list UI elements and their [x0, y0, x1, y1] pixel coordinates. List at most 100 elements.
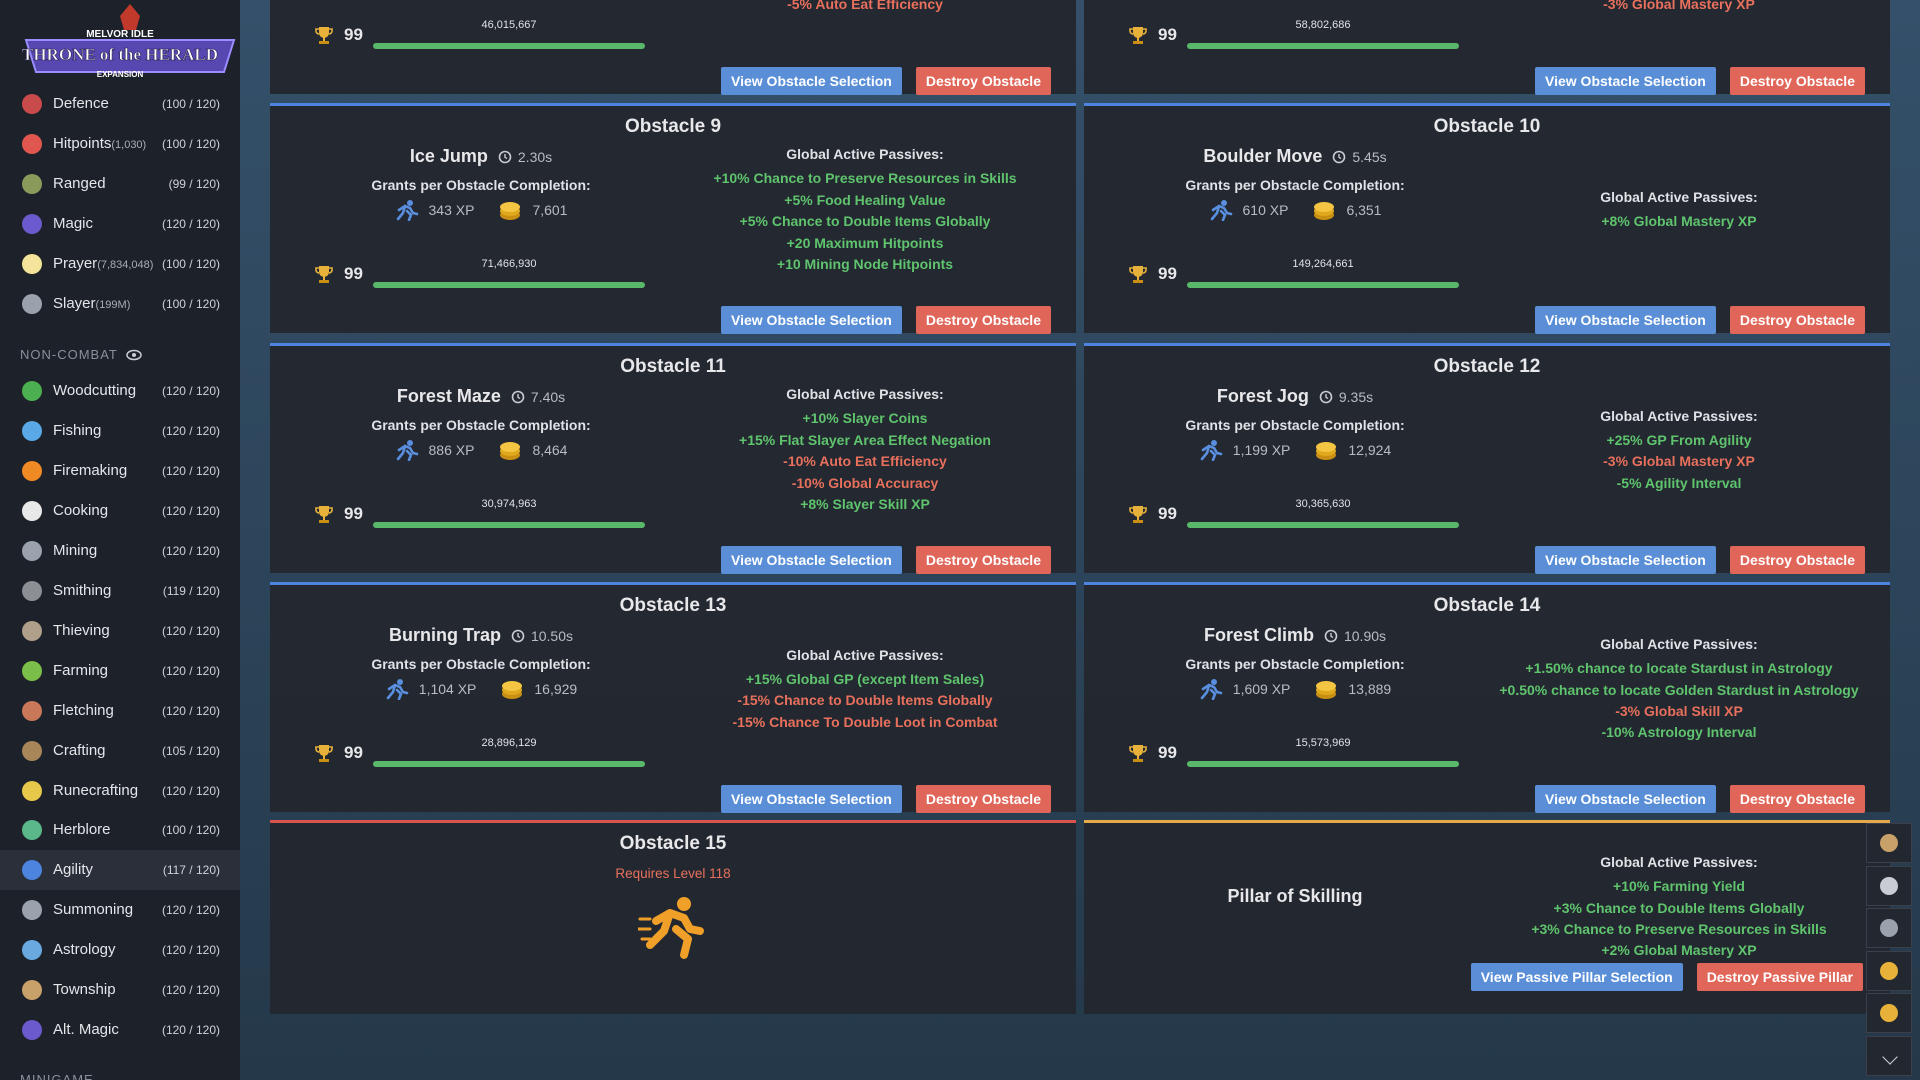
- destroy-button[interactable]: Destroy Obstacle: [915, 306, 1051, 334]
- passive: +5% Food Healing Value: [784, 191, 946, 208]
- mastery-xp: 149,264,661: [1292, 258, 1354, 270]
- destroy-button[interactable]: Destroy Obstacle: [915, 67, 1051, 95]
- side-button[interactable]: [1866, 865, 1912, 906]
- name-row: Forest Climb 10.90s: [1084, 625, 1506, 646]
- passives: Global Active Passives: +10% Chance to Pr…: [710, 136, 1020, 286]
- passives-label: Global Active Passives:: [1600, 854, 1758, 871]
- sidebar-item[interactable]: Ranged (99 / 120): [0, 164, 240, 204]
- passive: +8% Global Mastery XP: [1601, 213, 1757, 230]
- sidebar-item[interactable]: Summoning (120 / 120): [0, 890, 240, 930]
- sidebar-item[interactable]: Agility (117 / 120): [0, 850, 240, 891]
- skill-level: (120 / 120): [161, 217, 220, 231]
- passives: Global Active Passives: +10% Farming Yiel…: [1524, 843, 1834, 973]
- sidebar-item[interactable]: Astrology (120 / 120): [0, 930, 240, 970]
- passive: -10% Global Accuracy: [791, 474, 939, 491]
- grants-row: 1,199 XP 12,924: [1084, 439, 1506, 462]
- sidebar-item[interactable]: Defence (100 / 120): [0, 84, 240, 124]
- passive: +2% Global Mastery XP: [1601, 942, 1757, 959]
- destroy-button[interactable]: Destroy Obstacle: [1729, 306, 1865, 334]
- view-button[interactable]: View Obstacle Selection: [1535, 306, 1716, 334]
- obstacle-title: Obstacle 11: [620, 356, 726, 377]
- skill-name: Ranged: [53, 175, 106, 192]
- side-button[interactable]: [1866, 823, 1912, 863]
- passive: +10 Mining Node Hitpoints: [776, 256, 954, 273]
- card: Obstacle 15 Requires Level 118: [270, 820, 1076, 1014]
- skill-name: Fishing: [53, 422, 101, 439]
- sidebar-item[interactable]: Prayer(7,834,048) (100 / 120): [0, 244, 240, 284]
- clock-icon: [1324, 629, 1338, 643]
- sidebar-item[interactable]: Slayer(199M) (100 / 120): [0, 284, 240, 324]
- view-button[interactable]: View Obstacle Selection: [721, 546, 902, 574]
- clock-icon: [511, 390, 525, 404]
- destroy-button[interactable]: Destroy Obstacle: [1729, 546, 1865, 574]
- sidebar-item[interactable]: Cooking (120 / 120): [0, 491, 240, 531]
- side-button-icon: [1882, 1049, 1898, 1065]
- skill-name: Smithing: [53, 582, 111, 599]
- view-button[interactable]: View Obstacle Selection: [721, 306, 902, 334]
- skill-level: (99 / 120): [168, 177, 220, 191]
- sidebar-item[interactable]: Crafting (105 / 120): [0, 731, 240, 771]
- obstacle-title: Obstacle 9: [624, 116, 722, 137]
- sidebar-item[interactable]: Hitpoints(1,030) (100 / 120): [0, 124, 240, 164]
- buttons: View Obstacle Selection Destroy Obstacle: [721, 546, 1051, 574]
- skill-level: (100 / 120): [161, 823, 220, 838]
- grants-label: Grants per Obstacle Completion:: [1185, 177, 1405, 193]
- skill-icon: [22, 660, 42, 681]
- mastery-bar: [1187, 43, 1459, 49]
- xp-icon: [1199, 678, 1223, 701]
- sidebar-item[interactable]: Township (120 / 120): [0, 970, 240, 1010]
- gp-icon: [1314, 439, 1338, 461]
- skill-icon: [22, 780, 42, 801]
- passive-text: -3% Global Mastery XP: [1603, 0, 1755, 12]
- sidebar-item[interactable]: Firemaking (120 / 120): [0, 451, 240, 491]
- skill-name: Woodcutting: [53, 382, 136, 399]
- view-button[interactable]: View Obstacle Selection: [1535, 67, 1716, 95]
- skill-name: Hitpoints(1,030): [53, 135, 146, 152]
- destroy-button[interactable]: Destroy Obstacle: [915, 546, 1051, 574]
- card: Obstacle 10 Boulder Move 5.45s Grants per O…: [1084, 103, 1890, 334]
- sidebar-item[interactable]: Mining (120 / 120): [0, 531, 240, 571]
- passives-label: Global Active Passives:: [786, 386, 944, 403]
- sidebar-item[interactable]: Farming (120 / 120): [0, 651, 240, 691]
- mastery-level: 99: [1158, 743, 1177, 762]
- sidebar-item[interactable]: Fishing (120 / 120): [0, 411, 240, 451]
- skill-level: (120 / 120): [161, 663, 220, 678]
- sidebar-item[interactable]: Smithing (119 / 120): [0, 571, 240, 611]
- runner-icon: [636, 895, 708, 961]
- sidebar-item[interactable]: Alt. Magic (120 / 120): [0, 1010, 240, 1050]
- skill-icon: [22, 580, 42, 601]
- passive: +10% Chance to Preserve Resources in Ski…: [713, 170, 1017, 187]
- destroy-button[interactable]: Destroy Obstacle: [1729, 785, 1865, 813]
- view-button[interactable]: View Obstacle Selection: [721, 67, 902, 95]
- destroy-button[interactable]: Destroy Obstacle: [1729, 67, 1865, 95]
- side-button[interactable]: [1866, 1036, 1912, 1076]
- passives-label: Global Active Passives:: [1600, 189, 1758, 206]
- mastery-level: 99: [344, 743, 363, 762]
- sidebar-item[interactable]: Woodcutting (120 / 120): [0, 371, 240, 411]
- view-button[interactable]: View Obstacle Selection: [721, 785, 902, 813]
- view-button[interactable]: View Passive Pillar Selection: [1470, 963, 1683, 991]
- sidebar-item[interactable]: Fletching (120 / 120): [0, 691, 240, 731]
- destroy-button[interactable]: Destroy Obstacle: [915, 785, 1051, 813]
- view-button[interactable]: View Obstacle Selection: [1535, 785, 1716, 813]
- side-button[interactable]: [1866, 950, 1912, 991]
- side-button-icon: [1880, 1004, 1898, 1023]
- card: Obstacle 11 Forest Maze 7.40s Grants per Ob…: [270, 343, 1076, 574]
- gp-icon: [500, 678, 524, 700]
- sidebar-item[interactable]: Herblore (100 / 120): [0, 810, 240, 850]
- sidebar-item[interactable]: Thieving (120 / 120): [0, 611, 240, 651]
- clock-icon: [511, 629, 525, 643]
- skill-name-text: Farming: [53, 661, 109, 679]
- logo: MELVOR IDLE THRONE of the HERALD EXPANSI…: [22, 4, 236, 79]
- xp: 1,104 XP: [418, 681, 477, 697]
- view-button[interactable]: View Obstacle Selection: [1535, 546, 1716, 574]
- side-button-icon: [1880, 876, 1898, 895]
- side-button[interactable]: [1866, 908, 1912, 949]
- sidebar-item[interactable]: Runecrafting (120 / 120): [0, 771, 240, 811]
- skill-name-text: Ranged: [53, 175, 106, 192]
- buttons: View Obstacle Selection Destroy Obstacle: [721, 785, 1051, 813]
- destroy-button[interactable]: Destroy Passive Pillar: [1696, 963, 1863, 991]
- side-button[interactable]: [1866, 993, 1912, 1034]
- skill-level: (120 / 120): [161, 903, 220, 918]
- sidebar-item[interactable]: Magic (120 / 120): [0, 204, 240, 244]
